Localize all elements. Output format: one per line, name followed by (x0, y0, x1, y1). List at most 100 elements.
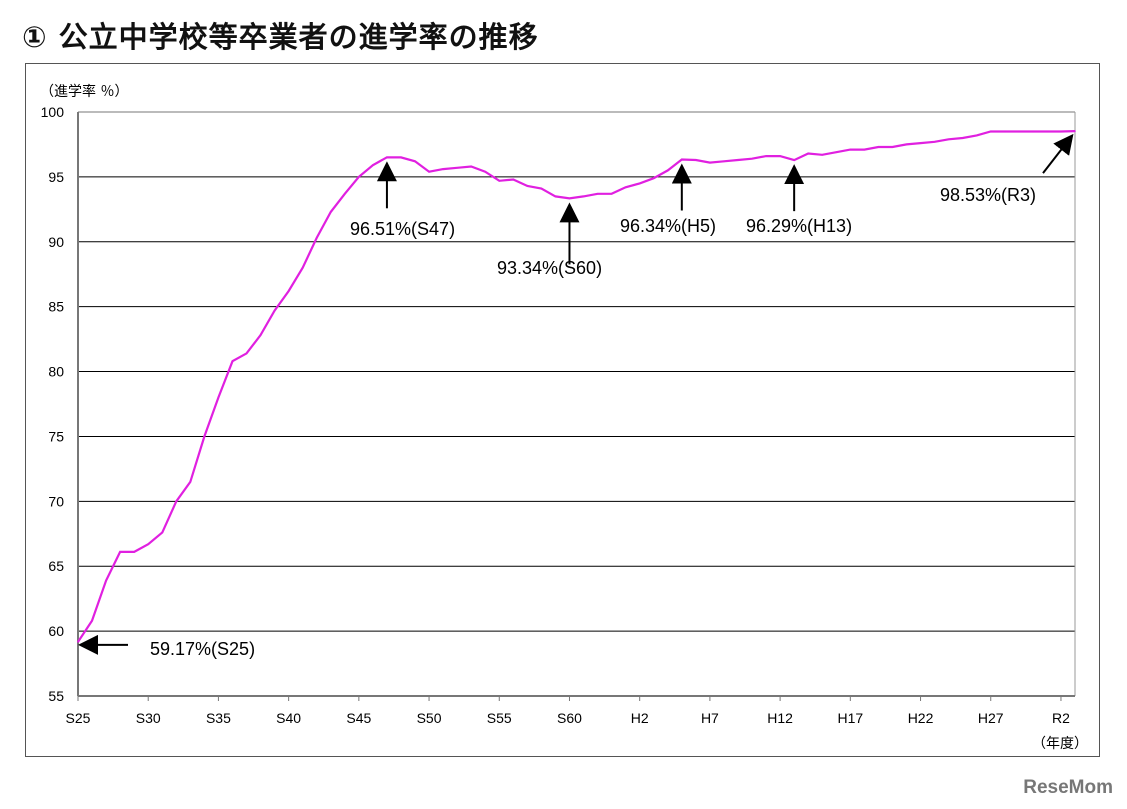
data-point (863, 148, 866, 151)
data-point (1074, 130, 1076, 132)
data-point (610, 192, 613, 195)
x-tick-label: S25 (66, 710, 91, 726)
resemom-watermark: ReseMom (1023, 777, 1113, 798)
data-point (1003, 130, 1006, 133)
data-point (835, 151, 838, 154)
y-tick-label: 75 (48, 428, 64, 444)
data-point (891, 146, 894, 148)
data-point (821, 154, 824, 156)
data-point (358, 176, 360, 178)
data-point (231, 360, 234, 362)
data-point (400, 156, 402, 159)
data-point (723, 160, 725, 163)
x-tick-label: H17 (837, 710, 863, 726)
annotation-arrow (1042, 133, 1074, 174)
data-point (568, 197, 571, 200)
data-point (301, 266, 304, 269)
data-point (147, 543, 150, 545)
data-point (1046, 130, 1048, 133)
data-point (666, 169, 669, 172)
data-point (428, 170, 430, 173)
chart-frame (25, 63, 1100, 757)
data-point (905, 143, 908, 146)
data-point (189, 481, 192, 483)
data-point (414, 160, 416, 163)
x-tick-label: S50 (417, 710, 442, 726)
data-point (554, 195, 557, 198)
annotation-label: 96.51%(S47) (350, 219, 455, 239)
data-point (315, 237, 318, 239)
data-point (161, 531, 164, 534)
data-point (526, 185, 529, 187)
annotation-label: 93.34%(S60) (497, 258, 602, 278)
data-point (877, 146, 880, 148)
data-point (91, 619, 93, 622)
data-point (975, 134, 978, 137)
data-point (217, 396, 220, 399)
data-point (695, 159, 697, 161)
annotation-label: 59.17%(S25) (150, 639, 255, 659)
x-tick-label: H12 (767, 710, 793, 726)
y-tick-label: 60 (48, 623, 64, 639)
data-point (512, 178, 515, 181)
data-point (582, 195, 585, 198)
x-tick-label: H22 (908, 710, 934, 726)
y-tick-label: 100 (41, 104, 65, 120)
y-tick-label: 95 (48, 169, 64, 185)
data-point (947, 138, 950, 141)
y-tick-label: 70 (48, 493, 64, 509)
data-point (105, 579, 107, 582)
annotation-label: 98.53%(R3) (940, 185, 1036, 205)
x-tick-label: S45 (346, 710, 371, 726)
y-tick-label: 65 (48, 558, 64, 574)
x-tick-label: S55 (487, 710, 512, 726)
data-point (849, 148, 852, 151)
data-point (919, 142, 922, 144)
data-point (961, 137, 964, 139)
y-tick-label: 85 (48, 299, 64, 315)
data-point (442, 168, 444, 170)
data-point (779, 155, 781, 157)
data-point (737, 159, 739, 161)
data-point (273, 309, 276, 312)
data-point (709, 161, 711, 164)
y-axis-label: （進学率 ％） (40, 83, 128, 100)
data-point (765, 155, 767, 157)
y-tick-label: 90 (48, 234, 64, 250)
data-point (287, 290, 290, 292)
data-line (77, 130, 1076, 643)
data-point (372, 164, 374, 167)
x-tick-label: S60 (557, 710, 582, 726)
data-point (175, 500, 178, 503)
data-point (259, 334, 262, 337)
data-point (456, 167, 458, 169)
data-point (344, 192, 346, 195)
data-point (245, 352, 248, 355)
data-point (470, 165, 472, 168)
data-point (807, 152, 809, 155)
data-point (793, 159, 795, 161)
data-point (498, 179, 501, 182)
x-tick-label: H2 (631, 710, 649, 726)
data-point (596, 192, 599, 195)
data-point (624, 186, 627, 189)
x-tick-label: H7 (701, 710, 719, 726)
annotation-label: 96.29%(H13) (746, 216, 852, 236)
data-point (540, 187, 543, 190)
data-point (638, 182, 641, 185)
data-point (77, 641, 79, 643)
data-point (386, 156, 388, 159)
x-tick-label: R2 (1052, 710, 1070, 726)
y-tick-label: 55 (48, 688, 64, 704)
annotation-label: 96.34%(H5) (620, 216, 716, 236)
chart-title: ① 公立中学校等卒業者の進学率の推移 (22, 20, 539, 54)
data-point (681, 158, 683, 161)
x-tick-label: S30 (136, 710, 161, 726)
data-point (203, 435, 206, 438)
x-tick-label: S40 (276, 710, 301, 726)
data-point (933, 141, 936, 143)
data-point (1032, 130, 1034, 133)
x-tick-label: S35 (206, 710, 231, 726)
y-tick-label: 80 (48, 364, 64, 380)
